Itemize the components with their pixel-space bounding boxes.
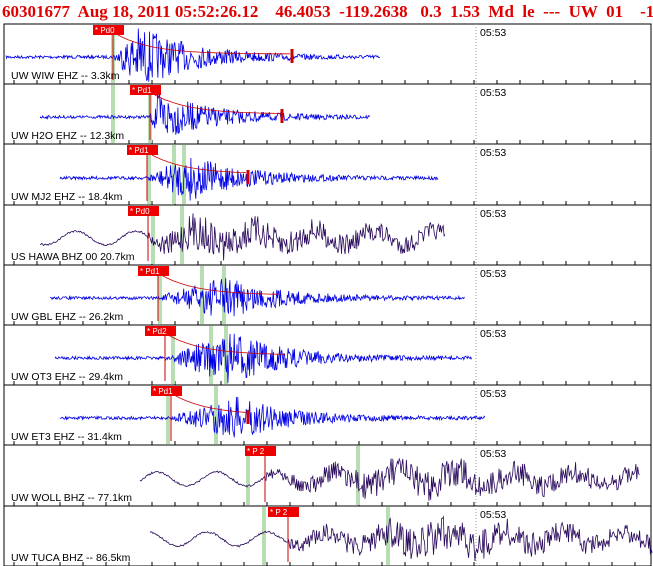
trace-time-label: 05:53 <box>480 388 506 400</box>
station-label: UW TUCA BHZ -- 86.5km <box>11 552 131 564</box>
coda-curve <box>146 151 247 174</box>
pick-label: * Pd1 <box>132 86 152 95</box>
pick-label: * P 2 <box>270 508 288 517</box>
waveform <box>39 213 446 261</box>
pick-label: * Pd1 <box>129 146 149 155</box>
trace-time-label: 05:53 <box>480 147 506 159</box>
pick-flag[interactable] <box>145 326 176 336</box>
trace-frame <box>3 204 652 266</box>
waveform <box>54 333 472 383</box>
waveform <box>39 92 371 135</box>
phase-window-mark <box>158 266 162 324</box>
phase-window-mark <box>151 206 155 264</box>
waveform <box>49 278 465 317</box>
coda-end-mark[interactable] <box>290 49 294 63</box>
coda-curve <box>157 272 279 295</box>
pick-label: * Pd2 <box>147 327 167 336</box>
trace-time-label: 05:53 <box>480 27 506 39</box>
trace-time-label: 05:53 <box>480 328 506 340</box>
phase-window-mark <box>147 145 151 204</box>
pick-label: * Pd0 <box>95 26 115 35</box>
phase-window-mark <box>180 206 184 264</box>
trace-time-label: 05:53 <box>480 87 506 99</box>
pick-label: * Pd0 <box>130 207 150 216</box>
coda-curve <box>164 332 286 355</box>
station-label: UW ET3 EHZ -- 31.4km <box>11 431 122 443</box>
trace-row[interactable]: * Pd1 05:53 UW GBL EHZ -- 26.2km <box>3 264 652 326</box>
phase-window-mark <box>262 507 266 565</box>
station-label: UW MJ2 EHZ -- 18.4km <box>11 191 123 203</box>
trace-row[interactable]: * Pd1 05:53 UW MJ2 EHZ -- 18.4km <box>3 143 652 206</box>
pick-label: * Pd1 <box>153 387 173 396</box>
pick-label: * Pd1 <box>140 267 160 276</box>
station-label: UW GBL EHZ -- 26.2km <box>11 311 123 323</box>
trace-row[interactable]: * P 2 05:53 UW TUCA BHZ -- 86.5km <box>3 505 653 566</box>
phase-window-mark <box>246 446 250 505</box>
station-label: UW WOLL BHZ -- 77.1km <box>11 492 132 504</box>
waveform <box>5 28 381 82</box>
phase-window-mark <box>111 85 115 143</box>
coda-curve <box>149 91 283 114</box>
pick-flag[interactable] <box>268 507 299 517</box>
trace-time-label: 05:53 <box>480 448 506 460</box>
trace-row[interactable]: * P 2 05:53 UW WOLL BHZ -- 77.1km <box>3 444 652 507</box>
coda-curve <box>112 31 291 55</box>
station-label: US HAWA BHZ 00 20.7km <box>11 251 135 263</box>
pick-flag[interactable] <box>128 206 159 216</box>
station-label: UW OT3 EHZ -- 29.4km <box>11 371 123 383</box>
trace-row[interactable]: * Pd1 05:53 UW ET3 EHZ -- 31.4km <box>3 384 652 446</box>
pick-flag[interactable] <box>138 266 169 276</box>
coda-curve <box>170 392 247 413</box>
coda-end-mark[interactable] <box>246 410 250 424</box>
station-label: UW H2O EHZ -- 12.3km <box>11 130 124 142</box>
phase-window-mark <box>171 326 175 384</box>
pick-label: * P 2 <box>247 447 265 456</box>
phase-window-mark <box>224 326 228 384</box>
phase-window-mark <box>214 386 218 444</box>
trace-row[interactable]: * Pd1 05:53 UW H2O EHZ -- 12.3km <box>3 83 652 145</box>
trace-time-label: 05:53 <box>480 208 506 220</box>
waveform <box>59 396 486 438</box>
phase-window-mark <box>166 386 170 444</box>
pick-flag[interactable] <box>245 446 276 456</box>
trace-time-label: 05:53 <box>480 509 506 521</box>
pick-flag[interactable] <box>151 386 182 396</box>
waveform <box>139 457 640 501</box>
pick-flag[interactable] <box>130 85 161 95</box>
pick-flag[interactable] <box>127 145 158 155</box>
coda-end-mark[interactable] <box>280 109 284 123</box>
station-label: UW WIW EHZ -- 3.3km <box>11 70 120 82</box>
event-header: 60301677 Aug 18, 2011 05:52:26.12 46.405… <box>2 2 653 21</box>
coda-end-mark[interactable] <box>246 170 250 184</box>
waveform <box>149 515 653 561</box>
pick-flag[interactable] <box>93 25 124 35</box>
trace-row[interactable]: * Pd2 05:53 UW OT3 EHZ -- 29.4km <box>3 324 652 386</box>
trace-frame <box>3 384 652 446</box>
trace-row[interactable]: * Pd0 05:53 US HAWA BHZ 00 20.7km <box>3 204 652 266</box>
trace-time-label: 05:53 <box>480 268 506 280</box>
trace-row[interactable]: * Pd0 05:53 UW WIW EHZ -- 3.3km <box>3 23 652 85</box>
